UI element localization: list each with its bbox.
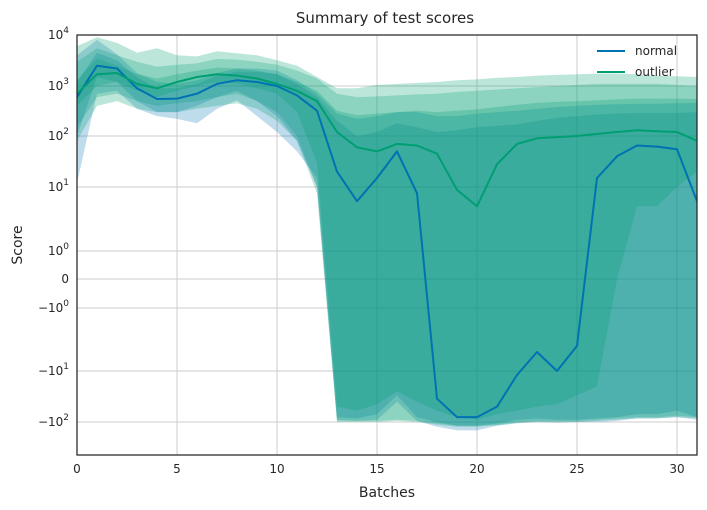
outlier-point (396, 143, 398, 145)
normal-point (416, 192, 418, 195)
outlier-point (596, 133, 598, 135)
outlier-point (336, 131, 338, 133)
outlier-point (296, 90, 298, 92)
outlier-point (556, 136, 558, 138)
outlier-point (476, 205, 478, 208)
outlier-point (436, 152, 438, 155)
normal-point (476, 416, 478, 418)
normal-point (236, 79, 238, 81)
normal-point (656, 145, 658, 148)
normal-point (436, 397, 438, 400)
normal-point (336, 170, 338, 173)
legend-normal-label: normal (635, 44, 677, 58)
outlier-point (656, 130, 658, 132)
x-tick-label: 5 (173, 462, 181, 476)
chart-title: Summary of test scores (296, 9, 474, 27)
outlier-point (136, 83, 138, 85)
y-tick-label: 101 (48, 178, 69, 194)
x-tick-label: 15 (369, 462, 384, 476)
normal-point (376, 177, 378, 179)
outlier-point (636, 129, 638, 132)
outlier-point (316, 100, 318, 102)
plot-area-background (77, 35, 697, 455)
normal-point (356, 200, 358, 202)
normal-point (556, 370, 558, 372)
y-tick-label: −100 (38, 299, 69, 315)
outlier-point (496, 163, 498, 165)
y-tick-label: −102 (38, 413, 69, 429)
plot-frame (76, 34, 698, 456)
x-tick-label: 25 (569, 462, 584, 476)
outlier-point (416, 144, 418, 147)
y-tick-label: 104 (48, 26, 69, 42)
x-tick-label: 10 (269, 462, 284, 476)
normal-point (96, 64, 98, 67)
x-tick-label: 20 (469, 462, 484, 476)
normal-point (276, 85, 278, 87)
y-tick-label: 103 (48, 77, 69, 93)
outlier-series-line (77, 72, 697, 208)
outlier-point (256, 77, 258, 80)
normal-point (256, 81, 258, 83)
outlier-point (676, 131, 678, 133)
normal-point (456, 416, 458, 418)
normal-band-0 (77, 52, 697, 426)
y-tick-label: 0 (61, 272, 69, 286)
normal-point (676, 148, 678, 151)
legend: normal outlier (597, 44, 677, 79)
outlier-band-1 (77, 48, 697, 426)
outlier-band-2 (77, 37, 697, 427)
normal-point (536, 351, 538, 353)
y-tick-label: −101 (38, 362, 69, 378)
series-lines (77, 64, 697, 419)
outlier-point (96, 73, 98, 76)
x-axis-ticks: 0 5 10 15 20 25 30 (73, 462, 684, 476)
x-tick-label: 30 (669, 462, 684, 476)
outlier-band-0 (77, 58, 697, 420)
normal-point (216, 83, 218, 85)
normal-point (576, 345, 578, 347)
outlier-point (216, 73, 218, 76)
normal-point (176, 97, 178, 100)
normal-point (596, 177, 598, 179)
outlier-point (196, 76, 198, 78)
normal-point (396, 150, 398, 153)
normal-point (616, 155, 618, 158)
y-tick-label: 102 (48, 127, 69, 143)
outlier-point (236, 74, 238, 77)
outlier-point (276, 83, 278, 85)
normal-point (156, 98, 158, 100)
x-axis-label: Batches (359, 485, 415, 501)
outlier-point (176, 81, 178, 83)
outlier-point (116, 72, 118, 74)
outlier-point (536, 137, 538, 140)
normal-point (196, 92, 198, 95)
normal-point (516, 374, 518, 376)
outlier-point (156, 87, 158, 90)
x-tick-label: 0 (73, 462, 81, 476)
outlier-point (516, 143, 518, 145)
outlier-point (376, 150, 378, 153)
outlier-point (356, 146, 358, 149)
normal-point (636, 144, 638, 147)
normal-point (136, 87, 138, 90)
outlier-point (576, 135, 578, 137)
outlier-point (616, 131, 618, 133)
y-tick-label: 100 (48, 242, 69, 258)
y-axis-label: Score (10, 225, 26, 264)
normal-point (496, 405, 498, 408)
y-axis-ticks: 104 103 102 101 100 0 −100 −101 −102 (38, 26, 69, 429)
normal-point (316, 109, 318, 112)
normal-series-line (77, 64, 697, 419)
normal-point (116, 67, 118, 70)
outlier-point (456, 189, 458, 191)
normal-point (296, 94, 298, 97)
legend-outlier-label: outlier (635, 65, 674, 79)
